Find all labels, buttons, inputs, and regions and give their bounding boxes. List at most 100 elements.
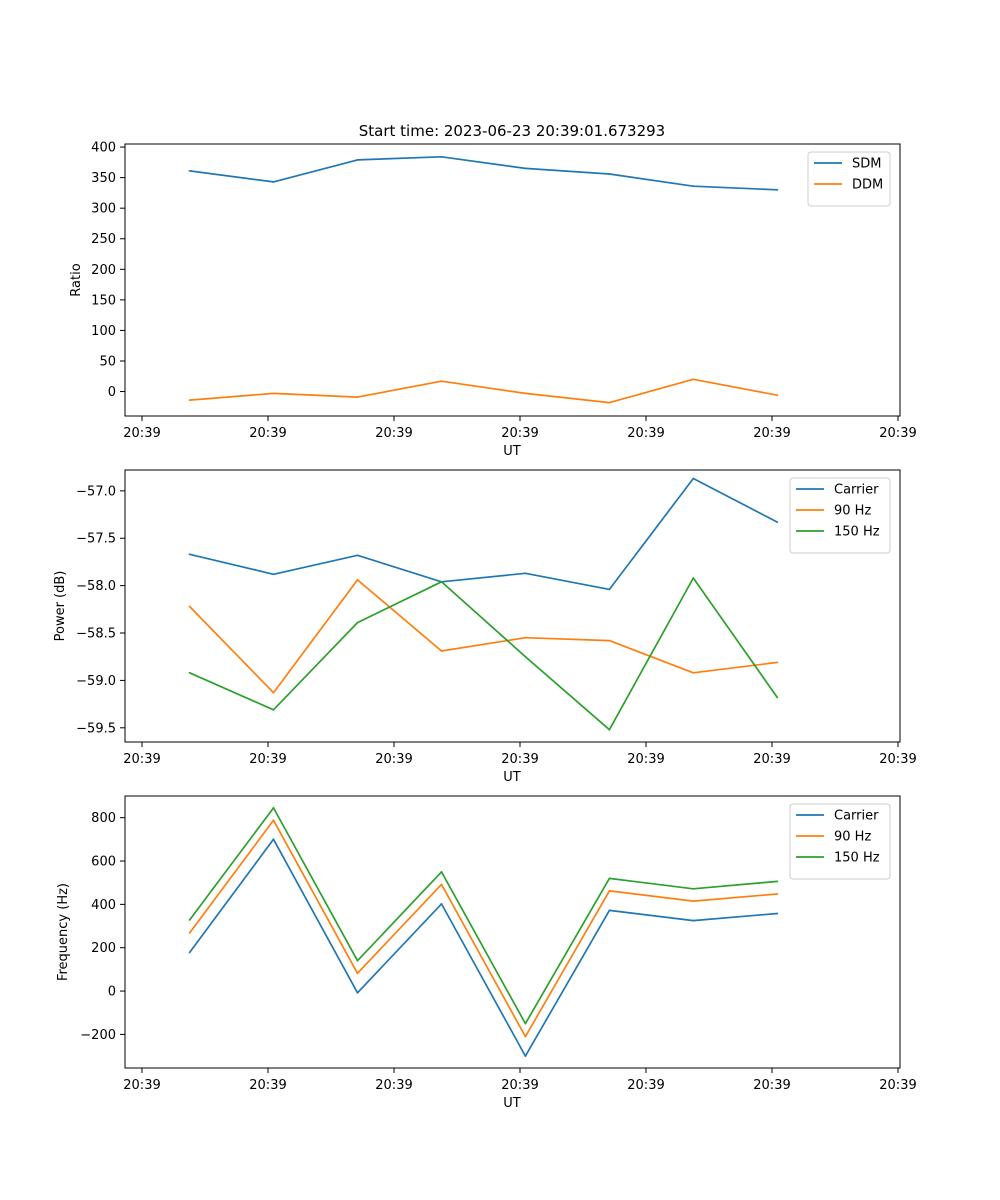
data-point [188, 951, 191, 954]
data-point [356, 621, 359, 624]
x-tick-label: 20:39 [123, 752, 160, 767]
x-tick-label: 20:39 [501, 752, 538, 767]
y-tick-label: 0 [108, 385, 116, 400]
data-point [440, 650, 443, 652]
x-axis-label: UT [503, 444, 521, 459]
data-point [608, 639, 611, 642]
legend-entry: 150 Hz [834, 851, 880, 866]
data-point [524, 572, 527, 575]
series-line-carrier [188, 838, 778, 1057]
y-tick-label: 250 [91, 232, 116, 247]
data-point [608, 877, 611, 880]
y-tick-label: −59.0 [76, 674, 116, 689]
x-axis-label: UT [503, 1096, 521, 1111]
data-point [776, 912, 779, 915]
x-tick-label: 20:39 [627, 1078, 664, 1093]
y-axis-label: Frequency (Hz) [56, 883, 71, 981]
data-point [440, 883, 443, 886]
data-point [608, 588, 611, 591]
x-tick-label: 20:39 [123, 1078, 160, 1093]
data-point [608, 728, 611, 731]
chart-panels: 20:3920:3920:3920:3920:3920:3920:3920:40… [53, 141, 917, 1111]
y-tick-label: 200 [91, 263, 116, 278]
data-point [356, 159, 359, 161]
y-tick-label: 350 [91, 171, 116, 186]
axes-frame [124, 795, 901, 1069]
data-point [272, 819, 275, 822]
data-point [776, 521, 779, 523]
series-line-150-hz [189, 577, 778, 731]
data-point [356, 396, 359, 398]
data-point [440, 903, 443, 905]
data-point [440, 580, 443, 583]
legend-entry: 90 Hz [834, 504, 871, 519]
series-line-90-hz [188, 579, 778, 694]
y-tick-label: −58.0 [76, 579, 116, 594]
data-point [692, 919, 695, 922]
legend-entry: DDM [852, 178, 883, 193]
data-point [188, 932, 191, 934]
data-point [524, 392, 527, 395]
legend: SDM DDM [807, 151, 891, 207]
data-point [776, 880, 779, 883]
x-tick-label: 20:39 [879, 1078, 916, 1093]
chart-panel-3: 20:3920:3920:3920:3920:3920:3920:3920:40… [56, 795, 917, 1111]
y-tick-label: 150 [91, 293, 116, 308]
data-point [272, 708, 275, 711]
series-line-carrier [189, 477, 778, 591]
chart-panel-1: 20:3920:3920:3920:3920:3920:3920:3920:40… [69, 141, 917, 459]
legend: Carrier 90 Hz 150 Hz [789, 803, 891, 880]
data-point [524, 655, 527, 658]
x-tick-label: 20:39 [375, 1078, 412, 1093]
data-point [356, 991, 359, 994]
y-tick-label: 400 [91, 898, 116, 913]
data-point [524, 1022, 527, 1025]
data-point [356, 959, 359, 962]
data-point [776, 893, 779, 895]
x-tick-label: 20:39 [627, 752, 664, 767]
data-point [356, 972, 359, 975]
data-point [692, 671, 695, 674]
x-tick-label: 20:39 [879, 426, 916, 441]
data-point [776, 696, 779, 699]
data-point [692, 378, 695, 381]
y-tick-label: 50 [99, 354, 116, 369]
data-point [272, 838, 275, 841]
data-point [524, 1035, 527, 1038]
data-point [776, 188, 779, 191]
data-point [608, 909, 611, 912]
x-axis-label: UT [503, 770, 521, 785]
data-point [188, 399, 191, 401]
x-tick-label: 20:39 [249, 752, 286, 767]
y-tick-label: 200 [91, 941, 116, 956]
legend: Carrier 90 Hz 150 Hz [789, 477, 891, 554]
data-point [524, 636, 527, 639]
data-point [272, 392, 275, 395]
legend-box [789, 477, 891, 554]
y-tick-label: 400 [91, 141, 116, 156]
data-point [608, 173, 611, 175]
data-point [524, 167, 527, 170]
data-point [356, 554, 359, 557]
legend-box [789, 803, 891, 880]
data-point [272, 691, 275, 694]
data-point [272, 573, 275, 576]
series-line-sdm [189, 155, 778, 191]
x-tick-label: 20:39 [249, 1078, 286, 1093]
y-tick-label: 100 [91, 324, 116, 339]
x-tick-label: 20:39 [249, 426, 286, 441]
data-point [440, 155, 443, 158]
data-point [692, 887, 695, 890]
y-tick-label: −58.5 [76, 627, 116, 642]
data-point [692, 477, 695, 480]
x-tick-label: 20:39 [753, 752, 790, 767]
data-point [692, 577, 695, 579]
y-tick-label: 600 [91, 855, 116, 870]
data-point [608, 401, 611, 404]
x-tick-label: 20:39 [375, 752, 412, 767]
data-point [692, 900, 695, 902]
data-point [776, 394, 779, 397]
series-line-150-hz [188, 807, 778, 1025]
data-point [272, 181, 275, 183]
